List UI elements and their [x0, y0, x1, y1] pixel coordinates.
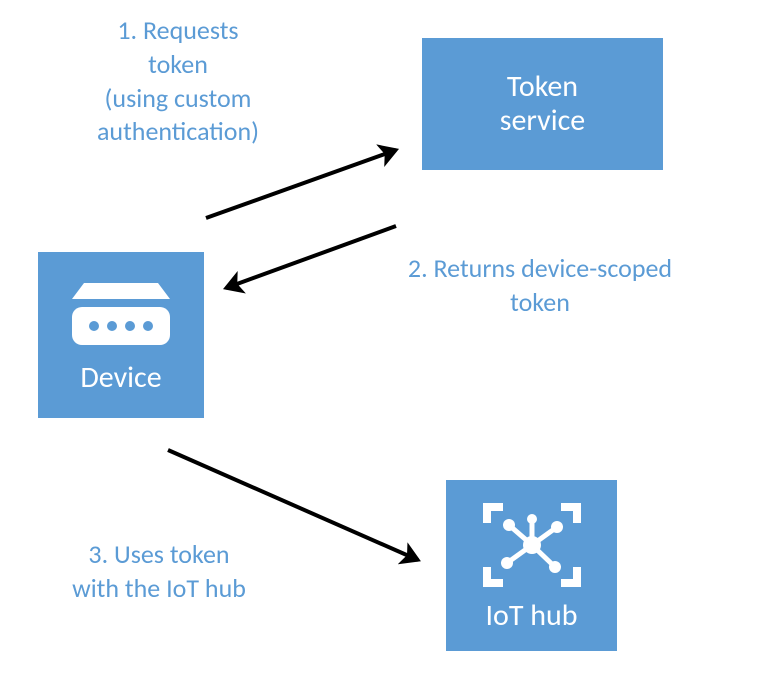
node-token-service-label-1: Token	[507, 70, 578, 105]
label-step3-line2: with the IoT hub	[14, 572, 304, 606]
node-token-service-label-2: service	[500, 104, 585, 139]
label-step3: 3. Uses token with the IoT hub	[14, 538, 304, 606]
node-device: Device	[36, 250, 206, 420]
label-step3-line1: 3. Uses token	[14, 538, 304, 572]
label-step2: 2. Returns device-scoped token	[340, 252, 740, 320]
label-step1-line2: token	[48, 48, 308, 82]
label-step1-line4: authentication)	[48, 115, 308, 149]
iot-hub-icon	[477, 497, 587, 593]
label-step1: 1. Requests token (using custom authenti…	[48, 14, 308, 149]
label-step2-line2: token	[340, 286, 740, 320]
edge-1	[206, 150, 396, 218]
device-icon	[66, 281, 176, 351]
diagram-canvas: Token service Device	[0, 0, 780, 678]
node-iot-hub-label: IoT hub	[485, 597, 577, 634]
label-step2-line1: 2. Returns device-scoped	[340, 252, 740, 286]
label-step1-line1: 1. Requests	[48, 14, 308, 48]
label-step1-line3: (using custom	[48, 82, 308, 116]
node-iot-hub: IoT hub	[444, 478, 619, 653]
node-token-service: Token service	[420, 36, 665, 172]
node-device-label: Device	[80, 359, 161, 396]
